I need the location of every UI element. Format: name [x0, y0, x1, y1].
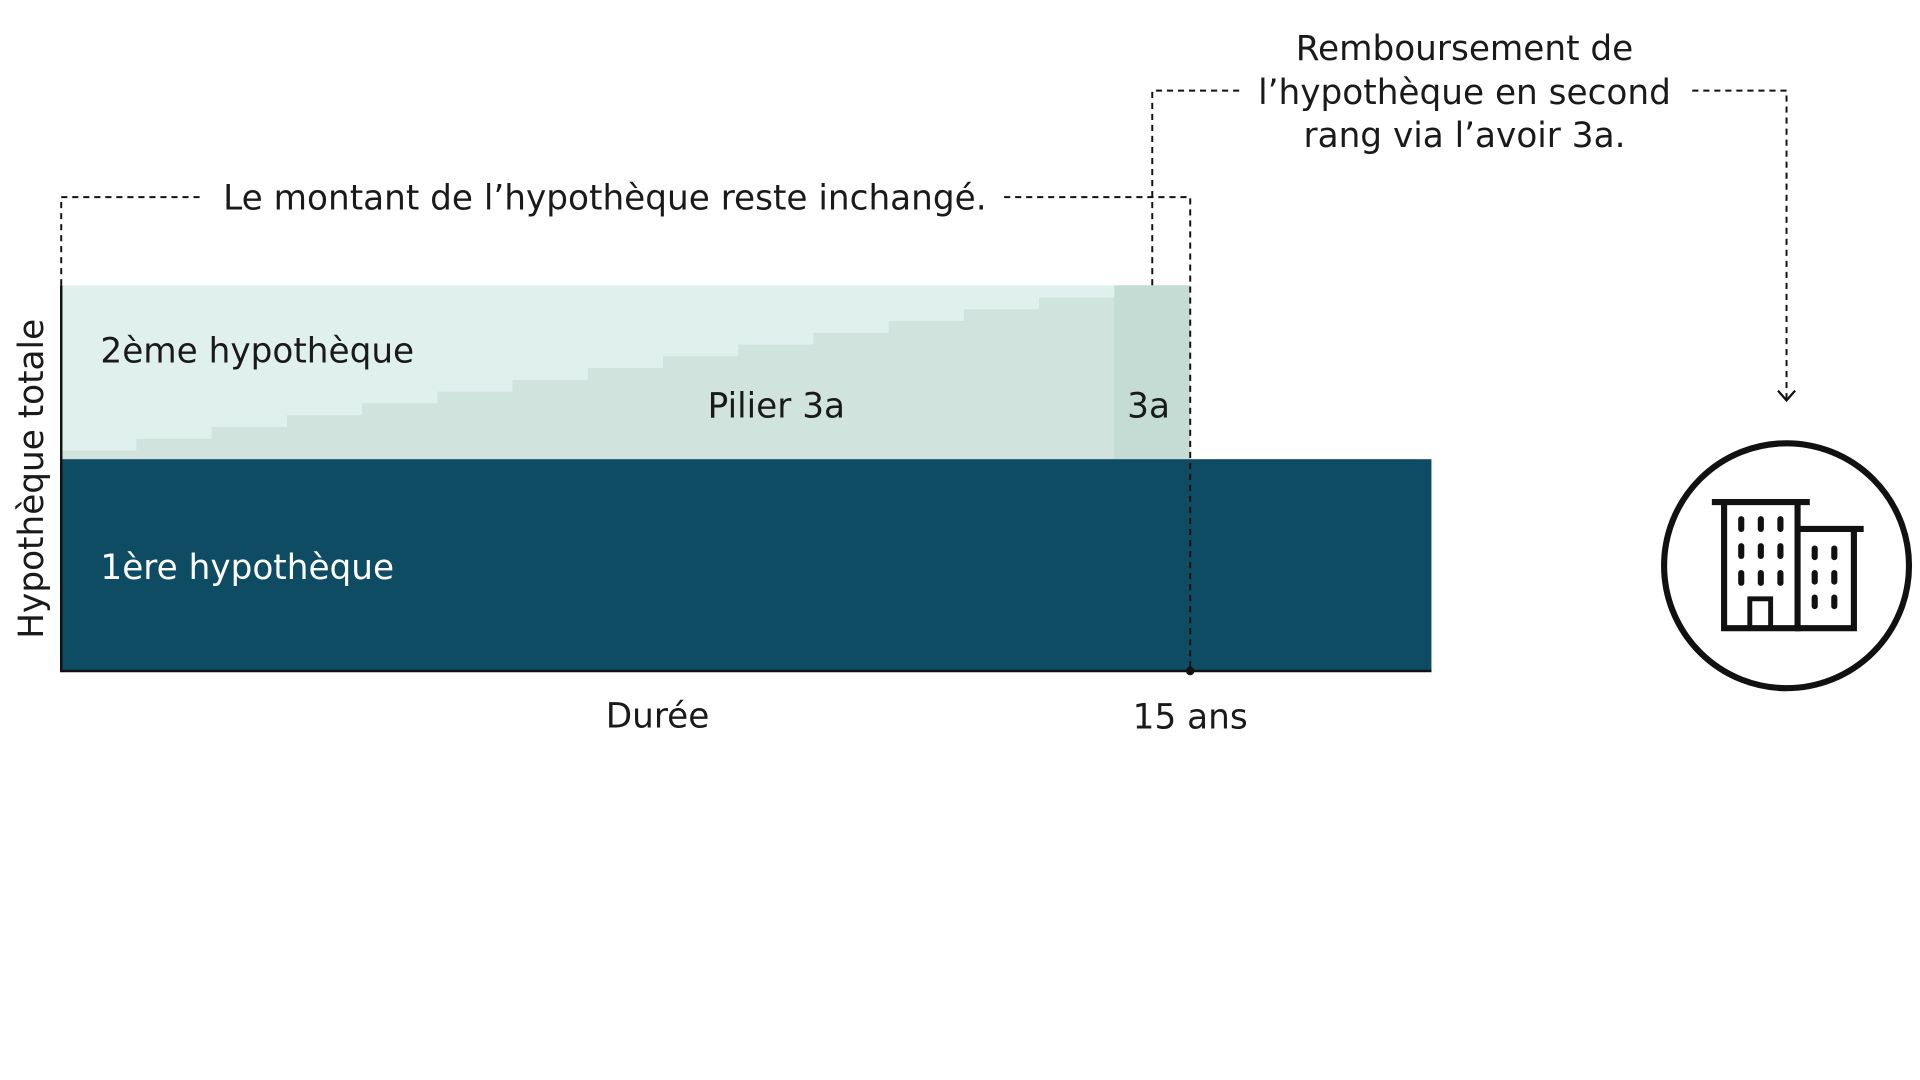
repayment-label-line-3: rang via l’avoir 3a. [1304, 116, 1626, 156]
first-mortgage-band [61, 459, 1432, 672]
pillar-3a-step [437, 391, 514, 460]
arrow-down-icon [1777, 389, 1796, 403]
pillar-3a-step [813, 332, 890, 460]
pillar-3a-step [662, 356, 739, 460]
pillar-3a-step [587, 368, 664, 460]
unchanged-label: Le montant de l’hypothèque reste inchang… [223, 178, 986, 218]
y-axis-label: Hypothèque totale [12, 319, 52, 639]
pillar-3a-step [738, 344, 815, 460]
pillar-3a-step [888, 321, 965, 460]
pillar-3a-label: Pilier 3a [708, 387, 845, 427]
pillar-3a-step [512, 379, 589, 460]
building-icon [1661, 440, 1913, 692]
repayment-label-line-2: l’hypothèque en second [1258, 73, 1671, 113]
pillar-3a-step [362, 403, 439, 460]
repayment-label-line-1: Remboursement de [1296, 29, 1634, 69]
pillar-3a-staircase [61, 297, 1116, 460]
pillar-3a-short-label: 3a [1127, 387, 1170, 427]
x-tick-marker [1185, 666, 1195, 676]
pillar-3a-step [963, 309, 1040, 460]
second-mortgage-label: 2ème hypothèque [100, 331, 414, 371]
first-mortgage-label: 1ère hypothèque [100, 548, 394, 588]
unchanged-bracket [60, 196, 1192, 672]
pillar-3a-step [1039, 297, 1116, 460]
pillar-3a-step [211, 426, 288, 460]
pillar-3a-final-block [1114, 285, 1191, 460]
x-tick-label: 15 ans [1133, 698, 1248, 738]
pillar-3a-step [61, 450, 138, 460]
x-axis-label: Durée [606, 696, 710, 736]
pillar-3a-step [136, 438, 213, 460]
pillar-3a-step [286, 415, 363, 460]
